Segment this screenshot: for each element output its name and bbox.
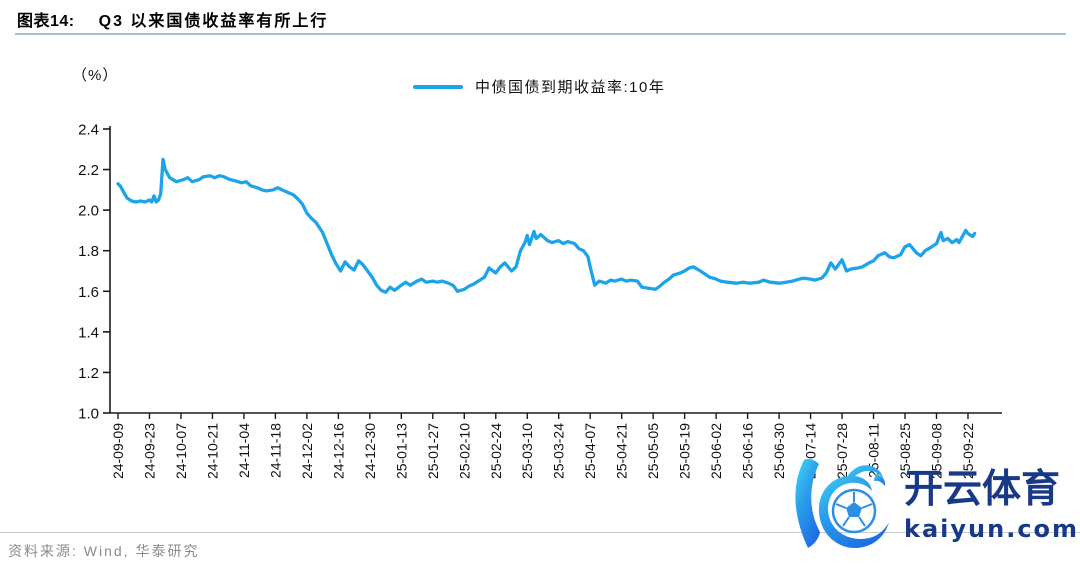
yield-series-line xyxy=(116,157,977,294)
x-tick-label: 25-09-22 xyxy=(960,423,976,479)
x-tick-label: 25-05-19 xyxy=(677,423,693,479)
y-tick-label: 1.2 xyxy=(78,365,99,382)
y-tick-label: 1.4 xyxy=(78,324,99,341)
logo-wave-curl xyxy=(874,474,886,486)
legend-line-swatch xyxy=(413,84,463,89)
x-tick-label: 25-02-24 xyxy=(488,423,504,479)
x-tick-label: 25-07-28 xyxy=(834,423,850,479)
source-note: 资料来源: Wind, 华泰研究 xyxy=(8,543,200,559)
x-tick-label: 25-01-27 xyxy=(425,423,441,479)
y-axis-unit-label: （%） xyxy=(72,67,119,84)
x-tick-label: 25-03-24 xyxy=(551,423,567,479)
title-underline xyxy=(15,33,1066,35)
figure-number-label: 图表14: xyxy=(17,13,75,30)
x-tick-label: 24-09-23 xyxy=(141,423,157,479)
x-tick-label: 24-12-02 xyxy=(299,423,315,479)
logo-wave-swirl xyxy=(818,465,889,548)
x-tick-label: 25-08-25 xyxy=(897,423,913,479)
x-tick-label: 25-04-21 xyxy=(614,423,630,479)
bond-yield-line-chart: 2.4 2.2 2.0 1.8 1.6 1.4 1.2 1.0 24-09-09 24-09-23… xyxy=(78,122,1002,479)
y-tick-label: 2.0 xyxy=(78,203,99,220)
football-pentagon xyxy=(846,502,862,517)
footer-divider xyxy=(0,532,1080,533)
y-tick-label: 2.4 xyxy=(78,122,99,139)
x-tick-label: 24-09-09 xyxy=(110,423,126,479)
y-tick-label: 2.2 xyxy=(78,162,99,179)
x-tick-label: 24-10-21 xyxy=(204,423,220,479)
legend-label: 中债国债到期收益率:10年 xyxy=(475,79,666,96)
x-tick-label: 25-03-10 xyxy=(519,423,535,479)
x-tick-label: 25-06-02 xyxy=(708,423,724,479)
watermark-text: 开云体育 kaiyun.com xyxy=(904,468,1080,543)
logo-k-stroke xyxy=(795,459,820,548)
y-tick-label: 1.0 xyxy=(78,406,99,423)
kaiyun-logo xyxy=(795,459,889,548)
x-tick-label: 24-12-30 xyxy=(362,423,378,479)
x-tick-label: 25-06-16 xyxy=(740,423,756,479)
x-tick-label: 25-04-07 xyxy=(582,423,598,479)
figure-title: Q3 以来国债收益率有所上行 xyxy=(98,13,329,30)
watermark-brand-cn: 开云体育 xyxy=(904,468,1061,511)
x-tick-label: 24-11-18 xyxy=(267,423,283,478)
x-tick-label: 24-10-07 xyxy=(173,423,189,479)
legend: 中债国债到期收益率:10年 xyxy=(413,76,665,97)
x-tick-label: 25-06-30 xyxy=(771,423,787,479)
x-tick-label: 25-09-08 xyxy=(928,423,944,479)
y-tick-label: 1.6 xyxy=(78,284,99,301)
x-tick-label: 24-11-04 xyxy=(236,423,252,478)
watermark-brand-url: kaiyun.com xyxy=(904,514,1080,543)
x-tick-label: 24-12-16 xyxy=(330,423,346,479)
y-tick-label: 1.8 xyxy=(78,243,99,260)
x-tick-label: 25-05-05 xyxy=(645,423,661,479)
football-seams xyxy=(835,492,873,527)
x-tick-label: 25-01-13 xyxy=(393,423,409,479)
kaiyun-watermark: 开云体育 kaiyun.com xyxy=(788,438,1080,560)
figure-header: 图表14: Q3 以来国债收益率有所上行 xyxy=(17,7,328,31)
x-tick-label: 25-02-10 xyxy=(456,423,472,479)
x-tick-label: 25-08-11 xyxy=(866,423,882,478)
